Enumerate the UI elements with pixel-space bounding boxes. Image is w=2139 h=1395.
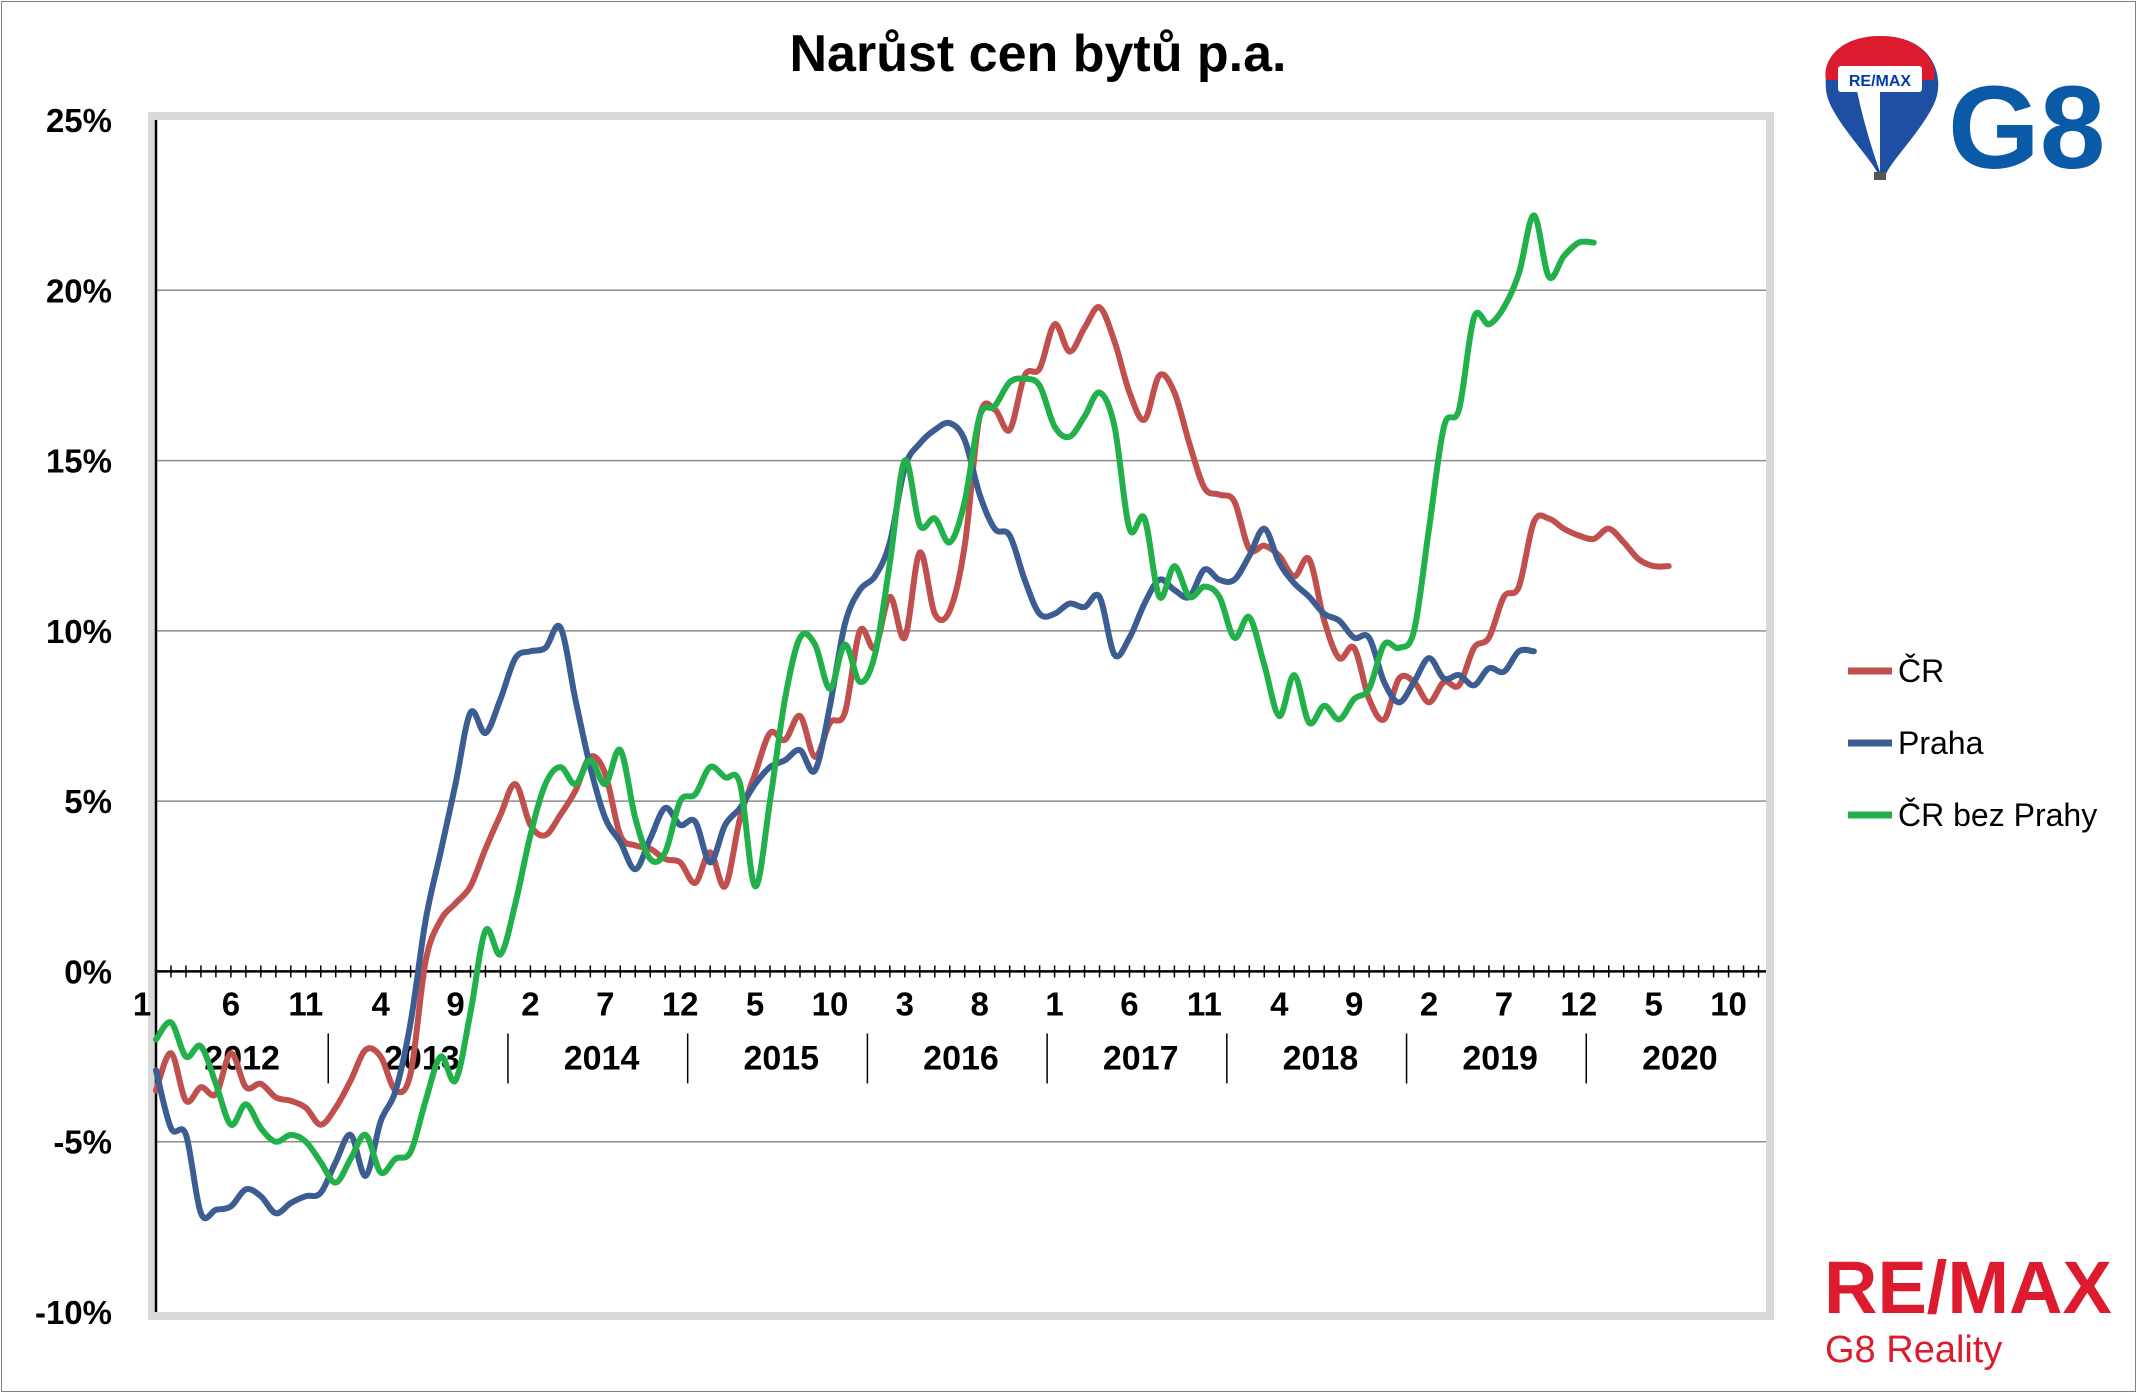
brand-subtitle: G8 Reality <box>1825 1329 2002 1371</box>
chart-title: Narůst cen bytů p.a. <box>790 25 1287 83</box>
x-month-label: 5 <box>746 985 764 1022</box>
x-year-label: 2018 <box>1283 1039 1359 1077</box>
x-month-label: 6 <box>1120 985 1138 1022</box>
x-month-label: 7 <box>596 985 614 1022</box>
remax-wordmark: RE/MAX <box>1824 1246 2112 1329</box>
legend-label-praha: Praha <box>1898 725 1984 761</box>
g8-logo: G8 <box>1948 62 2105 194</box>
x-year-label: 2020 <box>1642 1039 1718 1077</box>
series-lines <box>153 212 1672 1222</box>
y-axis-ticks: 25% 20% 15% 10% 5% 0% -5% -10% <box>35 102 112 1331</box>
x-month-label: 3 <box>896 985 914 1022</box>
legend: ČR Praha ČR bez Prahy <box>1848 653 2097 833</box>
x-month-label: 12 <box>1560 985 1597 1022</box>
y-tick-label: 5% <box>64 783 112 820</box>
x-month-label: 7 <box>1495 985 1513 1022</box>
x-year-label: 2017 <box>1103 1039 1179 1077</box>
x-month-label: 4 <box>1270 985 1289 1022</box>
svg-text:RE/MAX: RE/MAX <box>1849 73 1912 90</box>
y-tick-label: 0% <box>64 953 112 990</box>
x-year-label: 2019 <box>1462 1039 1538 1077</box>
y-tick-label: 10% <box>46 613 112 650</box>
series-line-cr-bez-prahy <box>153 212 1597 1186</box>
x-month-label: 1 <box>1045 985 1063 1022</box>
x-year-label: 2014 <box>564 1039 640 1077</box>
x-month-label: 10 <box>812 985 849 1022</box>
x-month-label: 10 <box>1710 985 1747 1022</box>
x-month-label: 2 <box>1420 985 1438 1022</box>
x-year-label: 2016 <box>923 1039 999 1077</box>
legend-label-cr-bez-prahy: ČR bez Prahy <box>1898 797 2097 833</box>
x-month-label: 9 <box>1345 985 1363 1022</box>
x-month-label: 9 <box>446 985 464 1022</box>
legend-label-cr: ČR <box>1898 653 1944 689</box>
x-month-label: 12 <box>662 985 699 1022</box>
y-tick-label: -5% <box>53 1124 112 1161</box>
y-tick-label: 15% <box>46 443 112 480</box>
x-month-label: 5 <box>1644 985 1662 1022</box>
x-year-label: 2015 <box>743 1039 819 1077</box>
y-tick-label: 20% <box>46 272 112 309</box>
y-tick-label: -10% <box>35 1294 112 1331</box>
x-month-label: 11 <box>288 985 323 1022</box>
y-tick-label: 25% <box>46 102 112 139</box>
x-month-label: 1 <box>133 985 151 1022</box>
plot-area <box>156 120 1766 1312</box>
x-month-label: 6 <box>222 985 240 1022</box>
x-month-label: 4 <box>371 985 390 1022</box>
remax-balloon-logo: RE/MAX <box>1825 36 1939 180</box>
x-month-label: 8 <box>971 985 989 1022</box>
x-month-label: 2 <box>521 985 539 1022</box>
x-month-label: 11 <box>1187 985 1222 1022</box>
